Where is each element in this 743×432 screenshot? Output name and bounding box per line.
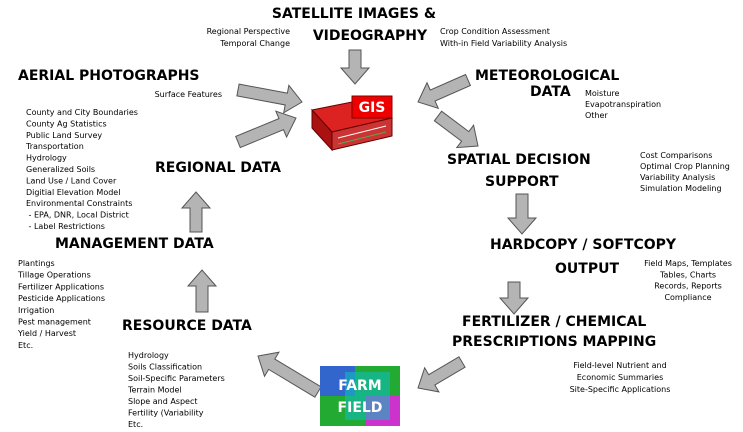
node-note: Field Maps, Templates [644, 259, 732, 268]
node-note: County and City Boundaries [26, 108, 138, 117]
node-note: Generalized Soils [26, 165, 95, 174]
node-note: Optimal Crop Planning [640, 162, 730, 171]
node-note: Variability Analysis [640, 173, 715, 182]
node-title: DATA [530, 84, 571, 100]
node-note: Simulation Modeling [640, 184, 722, 193]
node-note: - EPA, DNR, Local District [26, 211, 129, 220]
node-note: Crop Condition Assessment [440, 27, 550, 36]
node-note: Yield / Harvest [17, 329, 76, 338]
node-title: AERIAL PHOTOGRAPHS [18, 68, 200, 84]
node-note: - Label Restrictions [26, 222, 105, 231]
node-note: Soil-Specific Parameters [128, 374, 225, 383]
node-note: Slope and Aspect [128, 397, 198, 406]
node-title: HARDCOPY / SOFTCOPY [490, 237, 677, 253]
node-note: County Ag Statistics [26, 119, 107, 128]
farm-field: FARM FIELD [320, 366, 400, 426]
node-note: Other [585, 111, 608, 120]
node-note: Hydrology [26, 154, 67, 163]
node-title: RESOURCE DATA [122, 318, 252, 334]
page: GIS FARM FIELD SATELLITE IMAGES & VIDEOGR… [0, 0, 743, 432]
node-note: Tillage Operations [17, 271, 91, 280]
node-note: Field-level Nutrient and [573, 361, 666, 370]
node-note: Environmental Constraints [26, 199, 132, 208]
node-title: SATELLITE IMAGES & [272, 6, 436, 22]
node-note: Pesticide Applications [18, 294, 105, 303]
node-note: Terrain Model [127, 386, 182, 395]
node-note: Etc. [128, 420, 143, 429]
node-title: PRESCRIPTIONS MAPPING [452, 334, 656, 350]
node-title: SUPPORT [485, 174, 559, 190]
node-note: Surface Features [155, 90, 222, 99]
node-note: Moisture [585, 89, 620, 98]
diagram: GIS FARM FIELD SATELLITE IMAGES & VIDEOGR… [0, 0, 743, 432]
node-title: REGIONAL DATA [155, 160, 281, 176]
node-note: Land Use / Land Cover [26, 176, 117, 185]
gis-label: GIS [359, 100, 386, 116]
node-note: Evapotranspiration [585, 100, 661, 109]
node-note: Hydrology [128, 351, 169, 360]
node-note: Economic Summaries [577, 373, 664, 382]
node-title: VIDEOGRAPHY [313, 28, 428, 44]
node-note: Site-Specific Applications [570, 385, 671, 394]
node-note: Plantings [18, 259, 55, 268]
node-note: Fertility (Variability [128, 409, 204, 418]
farm-label: FIELD [338, 400, 383, 416]
node-title: METEOROLOGICAL [475, 68, 619, 84]
node-note: Pest management [18, 318, 91, 327]
node-title: OUTPUT [555, 261, 619, 277]
node-title: SPATIAL DECISION [447, 152, 591, 168]
node-title: MANAGEMENT DATA [55, 236, 214, 252]
node-note: Public Land Survey [26, 131, 102, 140]
node-note: Etc. [18, 341, 33, 350]
node-note: Tables, Charts [659, 270, 716, 279]
node-note: Records, Reports [654, 282, 722, 291]
node-note: Regional Perspective [207, 27, 290, 36]
node-title: FERTILIZER / CHEMICAL [462, 314, 646, 330]
farm-label: FARM [338, 378, 382, 394]
node-note: With-in Field Variability Analysis [440, 39, 567, 48]
node-note: Fertilizer Applications [18, 282, 104, 291]
node-note: Transportation [25, 142, 84, 151]
node-note: Compliance [664, 293, 711, 302]
node-note: Temporal Change [219, 39, 290, 48]
node-note: Cost Comparisons [640, 151, 712, 160]
node-note: Irrigation [18, 306, 54, 315]
node-note: Digitial Elevation Model [26, 188, 120, 197]
node-note: Soils Classification [128, 363, 202, 372]
